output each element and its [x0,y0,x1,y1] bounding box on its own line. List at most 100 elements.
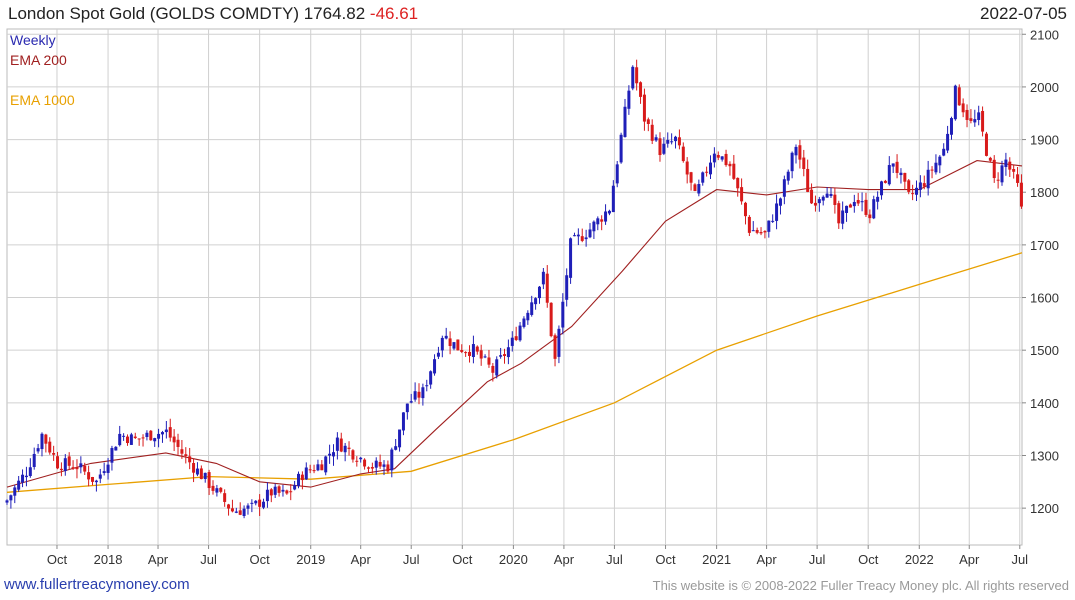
chart-title: London Spot Gold (GOLDS COMDTY) 1764.82 … [8,4,418,24]
candle-body [405,403,409,413]
x-tick-label: 2019 [296,552,325,567]
candle-body [740,187,744,202]
candle-body [817,199,821,204]
candle-body [514,336,518,340]
candle-body [580,236,584,241]
candle-body [604,211,608,222]
candle-body [285,490,289,494]
candle-body [297,473,301,486]
price-change: -46.61 [369,4,419,23]
candle-body [934,162,938,173]
candle-body [366,467,370,469]
candle-body [981,110,985,132]
candle-body [211,485,215,491]
x-tick-label: Apr [959,552,980,567]
candle-body [153,438,157,442]
candle-body [775,203,779,221]
candle-body [475,346,479,352]
candle-body [269,489,273,496]
candle-body [537,286,541,299]
candle-body [195,468,199,475]
candle-body [63,458,67,472]
candle-body [180,449,184,454]
candle-body [705,171,709,173]
candle-body [942,148,946,156]
candle-body [984,133,988,156]
candle-body [969,118,973,121]
candle-body [281,489,285,492]
candle-body [1004,159,1008,168]
candle-body [530,302,534,315]
candle-body [67,456,71,466]
candle-body [798,145,802,160]
candle-body [1012,169,1016,172]
candle-body [199,468,203,480]
candle-body [289,491,293,493]
candle-body [433,359,437,374]
candle-body [922,183,926,187]
candle-body [188,456,192,463]
candle-body [491,365,495,373]
site-link[interactable]: www.fullertreacymoney.com [4,576,190,593]
candle-body [588,229,592,238]
candle-body [569,238,573,278]
legend-ema-200: EMA 200 [10,52,67,68]
candle-body [607,210,611,214]
candle-body [355,460,359,462]
candle-body [71,467,75,469]
candle-body [52,453,56,455]
y-tick-label: 1400 [1030,396,1059,411]
candle-body [802,157,806,169]
candle-body [701,172,705,183]
candle-body [810,189,814,204]
candle-body [938,156,942,166]
candle-body [1000,165,1004,183]
candle-body [887,165,891,185]
candle-body [576,234,580,237]
candle-body [545,273,549,303]
candle-body [1016,174,1020,183]
candle-body [382,464,386,467]
candle-body [133,436,137,438]
candle-body [44,434,48,444]
candle-body [503,354,507,356]
candle-body [79,463,83,468]
y-tick-label: 1800 [1030,185,1059,200]
candle-body [207,472,211,489]
candle-body [915,187,919,195]
candle-body [59,468,63,471]
candle-body [895,161,899,173]
candle-body [370,467,374,469]
candle-body [40,433,44,450]
x-tick-label: Oct [858,552,879,567]
candle-body [250,502,254,504]
candle-body [421,387,425,399]
candle-body [965,109,969,120]
candle-body [899,172,903,176]
candle-body [13,487,17,496]
candle-body [394,446,398,450]
candle-body [262,501,266,508]
candle-body [848,204,852,208]
candle-body [670,141,674,143]
candle-body [184,454,188,457]
candle-body [946,133,950,151]
candle-body [611,185,615,213]
candle-body [122,435,126,437]
candle-body [468,351,472,356]
candle-body [21,474,25,483]
y-tick-label: 1500 [1030,343,1059,358]
candle-body [771,220,775,222]
candle-body [522,318,526,327]
candle-body [615,164,619,184]
candle-body [75,467,79,470]
x-tick-label: Apr [351,552,372,567]
candle-body [565,275,569,300]
candle-body [91,476,95,482]
candle-body [312,470,316,472]
candle-body [335,437,339,451]
candle-body [9,495,13,501]
ema-200-line [6,160,1023,488]
candle-body [852,201,856,207]
candle-body [623,106,627,137]
